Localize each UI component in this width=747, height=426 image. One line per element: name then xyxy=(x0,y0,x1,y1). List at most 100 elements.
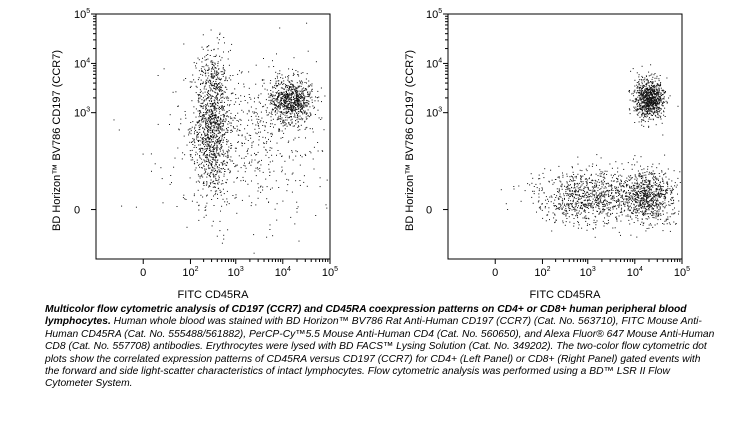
event-dot xyxy=(649,200,651,202)
event-dot xyxy=(551,196,553,198)
event-dot xyxy=(223,116,225,118)
event-dot xyxy=(654,84,656,86)
event-dot xyxy=(657,106,659,108)
event-dot xyxy=(618,190,620,192)
event-dot xyxy=(270,140,271,142)
event-dot xyxy=(548,181,550,183)
event-dot xyxy=(211,169,213,171)
event-dot xyxy=(201,121,203,123)
event-dot xyxy=(290,94,292,96)
event-dot xyxy=(211,150,213,152)
y-tick-label: 0 xyxy=(74,205,80,217)
event-dot xyxy=(275,110,277,111)
event-dot xyxy=(297,106,298,108)
event-dot xyxy=(276,108,278,110)
event-dot xyxy=(579,187,581,189)
event-dot xyxy=(204,144,206,146)
event-dot xyxy=(635,183,637,185)
event-dot xyxy=(205,148,207,150)
event-dot xyxy=(175,91,177,93)
event-dot xyxy=(183,79,185,81)
event-dot xyxy=(257,190,259,192)
event-dot xyxy=(636,236,638,238)
event-dot xyxy=(213,56,215,57)
event-dot xyxy=(651,99,652,101)
event-dot xyxy=(289,107,291,108)
event-dot xyxy=(576,209,578,211)
event-dot xyxy=(285,84,287,86)
event-dot xyxy=(657,185,659,187)
event-dot xyxy=(662,134,664,136)
event-dot xyxy=(623,210,625,212)
event-dot xyxy=(617,198,619,200)
event-dot xyxy=(647,180,649,182)
event-dot xyxy=(623,199,624,201)
x-tick-exponent: 5 xyxy=(334,266,338,273)
event-dot xyxy=(274,208,276,210)
event-dot xyxy=(247,183,249,185)
event-dot xyxy=(235,194,237,196)
event-dot xyxy=(206,110,208,112)
event-dot xyxy=(647,107,649,109)
event-dot xyxy=(599,193,601,195)
event-dot xyxy=(220,183,222,185)
event-dot xyxy=(303,181,305,183)
event-dot xyxy=(190,159,192,161)
event-dot xyxy=(583,196,585,198)
event-dot xyxy=(629,113,631,115)
event-dot xyxy=(601,191,603,193)
event-dot xyxy=(631,218,633,220)
event-dot xyxy=(654,93,656,95)
event-dot xyxy=(649,105,651,107)
event-dot xyxy=(273,102,275,104)
event-dot xyxy=(639,109,641,110)
event-dot xyxy=(292,89,294,90)
event-dot xyxy=(204,85,206,87)
event-dot xyxy=(574,196,575,198)
event-dot xyxy=(280,102,282,104)
event-dot xyxy=(210,141,212,143)
event-dot xyxy=(214,152,215,154)
event-dot xyxy=(662,94,664,96)
event-dot xyxy=(600,192,602,194)
event-dot xyxy=(575,205,577,207)
event-dot xyxy=(648,197,650,199)
event-dot xyxy=(638,74,640,76)
event-dot xyxy=(251,202,253,204)
event-dot xyxy=(203,137,204,139)
event-dot xyxy=(195,65,196,67)
event-dot xyxy=(546,203,548,205)
event-dot xyxy=(601,173,603,175)
event-dot xyxy=(207,141,209,143)
event-dot xyxy=(207,102,209,104)
event-dot xyxy=(300,117,302,119)
event-dot xyxy=(660,203,662,205)
event-dot xyxy=(205,83,207,85)
event-dot xyxy=(657,103,659,104)
event-dot xyxy=(224,121,226,123)
event-dot xyxy=(208,131,210,133)
event-dot xyxy=(208,143,210,145)
event-dot xyxy=(656,183,658,184)
event-dot xyxy=(584,173,586,175)
event-dot xyxy=(226,162,228,163)
event-dot xyxy=(646,99,648,101)
event-dot xyxy=(641,186,642,188)
event-dot xyxy=(207,129,209,131)
event-dot xyxy=(212,118,214,120)
event-dot xyxy=(220,147,222,149)
event-dot xyxy=(256,118,258,120)
event-dot xyxy=(206,176,208,178)
event-dot xyxy=(223,234,225,236)
event-dot xyxy=(294,108,296,110)
event-dot xyxy=(635,98,637,100)
event-dot xyxy=(326,207,328,209)
event-dot xyxy=(631,182,633,184)
event-dot xyxy=(548,180,550,182)
event-dot xyxy=(583,200,585,202)
event-dot xyxy=(576,194,578,196)
event-dot xyxy=(582,207,583,209)
event-dot xyxy=(205,205,207,207)
event-dot xyxy=(213,76,215,78)
event-dot xyxy=(656,177,658,179)
